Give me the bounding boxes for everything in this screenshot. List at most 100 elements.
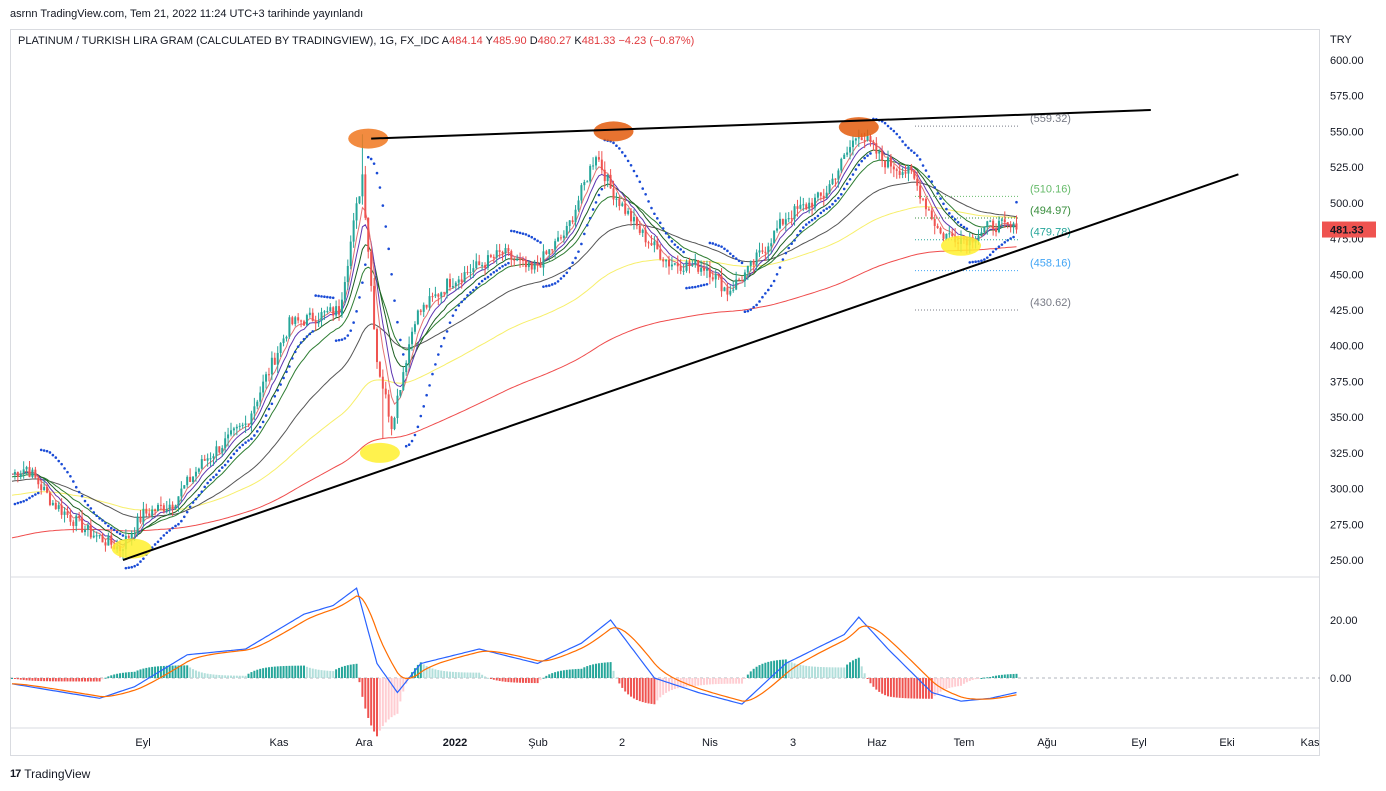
sar-dot	[244, 441, 247, 444]
macd-histogram-bar	[913, 678, 916, 699]
sar-dot	[834, 199, 837, 203]
macd-histogram-bar	[530, 678, 533, 684]
macd-histogram-bar	[314, 669, 317, 678]
candle-body	[303, 321, 305, 326]
candle	[95, 531, 98, 543]
sar-dot	[463, 297, 466, 301]
macd-histogram-bar	[627, 678, 630, 695]
candle-body	[145, 508, 148, 514]
candle	[685, 259, 688, 273]
sar-dot	[39, 448, 43, 452]
candle	[1003, 211, 1006, 228]
candle	[872, 139, 875, 151]
candle	[86, 522, 89, 537]
candle	[665, 258, 668, 268]
candle	[895, 167, 898, 179]
candle-body	[107, 535, 110, 546]
sar-dot	[556, 280, 560, 283]
candle-body	[738, 279, 741, 281]
sar-dot	[647, 200, 650, 203]
sar-dot	[153, 543, 157, 546]
candle-body	[924, 198, 927, 210]
macd-histogram-bar	[595, 663, 597, 678]
candle-body	[907, 166, 910, 174]
macd-histogram-bar	[323, 670, 326, 678]
sar-dot	[635, 174, 639, 178]
candle-body	[376, 329, 378, 363]
candle	[761, 243, 764, 254]
candle-body	[28, 467, 31, 478]
candle-body	[419, 310, 422, 312]
candle	[545, 249, 548, 256]
price-tick-label: 300.00	[1330, 484, 1364, 496]
candle-body	[267, 374, 270, 376]
macd-histogram-bar	[107, 676, 110, 678]
macd-histogram-bar	[209, 674, 212, 678]
candle-body	[241, 424, 244, 426]
candle	[816, 191, 819, 202]
macd-histogram-bar	[884, 678, 887, 696]
candle	[933, 214, 936, 235]
candle-body	[338, 306, 341, 315]
macd-histogram-bar	[84, 678, 86, 682]
candle-body	[66, 511, 69, 515]
sar-dot	[749, 308, 753, 311]
candle-body	[273, 357, 276, 365]
sar-dot	[215, 473, 218, 477]
candle	[460, 272, 463, 289]
macd-histogram-bar	[221, 675, 224, 678]
sar-dot	[691, 286, 694, 289]
macd-histogram-bar	[849, 662, 852, 678]
sar-dot	[337, 338, 341, 342]
macd-histogram-bar	[703, 678, 706, 685]
candle-body	[413, 324, 416, 332]
macd-histogram-bar	[13, 678, 16, 679]
candle	[498, 243, 501, 258]
candle	[738, 277, 741, 282]
sar-dot	[1003, 240, 1007, 244]
macd-histogram-bar	[916, 678, 919, 699]
macd-histogram-bar	[504, 678, 507, 682]
candle	[875, 137, 878, 159]
candle	[303, 319, 305, 327]
time-tick-label: Eki	[1219, 737, 1234, 749]
candle	[524, 256, 527, 273]
macd-histogram-bar	[565, 669, 568, 678]
candle-body	[746, 265, 749, 273]
macd-histogram-bar	[481, 674, 484, 678]
candle	[396, 388, 399, 424]
candle-body	[469, 272, 472, 274]
candle	[440, 291, 443, 304]
candle	[168, 498, 171, 515]
tradingview-footer[interactable]: 17 TradingView	[10, 767, 90, 781]
sar-dot	[428, 384, 431, 387]
candle-body	[895, 169, 898, 171]
candle	[405, 360, 408, 376]
macd-histogram-bar	[980, 677, 983, 679]
macd-histogram-bar	[799, 664, 802, 678]
sar-dot	[933, 186, 937, 189]
time-tick-label: 2	[619, 737, 625, 749]
macd-histogram-bar	[57, 678, 60, 682]
candle-body	[451, 286, 454, 288]
sar-dot	[997, 245, 1001, 249]
sar-dot	[182, 515, 186, 519]
candle-body	[851, 140, 854, 148]
macd-histogram-bar	[484, 676, 487, 678]
candle	[486, 250, 489, 271]
candle	[653, 236, 656, 253]
candle	[589, 164, 592, 184]
candle-body	[507, 248, 510, 252]
candle	[75, 513, 78, 532]
sar-dot	[901, 140, 904, 143]
sar-dot	[620, 151, 624, 154]
candle-body	[402, 372, 405, 391]
time-tick-label: Kas	[270, 737, 289, 749]
sar-dot	[588, 216, 592, 220]
candle	[165, 500, 168, 514]
macd-histogram-bar	[887, 678, 889, 697]
macd-histogram-bar	[300, 665, 303, 678]
macd-histogram-bar	[66, 678, 69, 682]
candle-body	[1012, 223, 1015, 228]
